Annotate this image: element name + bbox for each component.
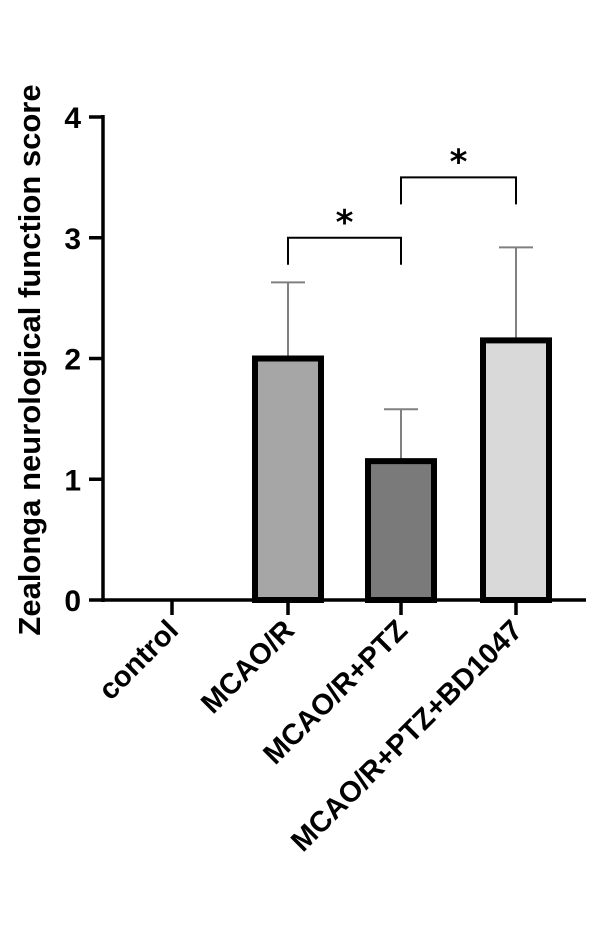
bar bbox=[480, 337, 552, 603]
significance-star: * bbox=[450, 142, 468, 182]
significance-bracket bbox=[400, 176, 517, 205]
y-tick-label: 1 bbox=[64, 464, 81, 497]
y-tick-label: 4 bbox=[64, 102, 81, 135]
bar bbox=[252, 355, 324, 603]
y-tick-label: 3 bbox=[64, 223, 81, 256]
error-bars bbox=[271, 246, 533, 462]
significance-brackets: ** bbox=[287, 142, 517, 265]
y-tick-label: 0 bbox=[64, 585, 81, 618]
y-axis-label: Zealonga neurological function score bbox=[12, 84, 47, 635]
x-category-label: control bbox=[93, 614, 185, 706]
x-category-label: MCAO/R bbox=[195, 614, 301, 720]
bars bbox=[252, 337, 552, 604]
significance-bracket bbox=[287, 236, 402, 265]
significance-star: * bbox=[336, 203, 354, 243]
y-tick-label: 2 bbox=[64, 344, 81, 377]
bar bbox=[365, 458, 437, 604]
y-axis: 0 1 2 3 4 bbox=[64, 102, 105, 618]
x-category-label: MCAO/R+PTZ+BD1047 bbox=[285, 614, 529, 858]
